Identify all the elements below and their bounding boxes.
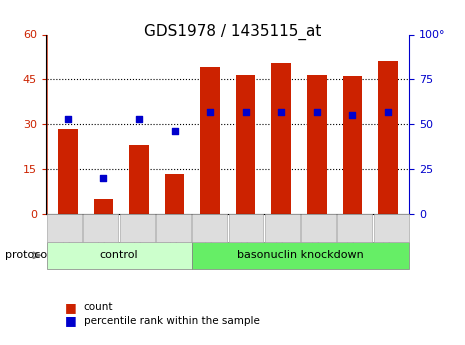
Text: ■: ■ <box>65 300 77 314</box>
Point <box>206 109 214 115</box>
Point <box>313 109 320 115</box>
Text: ■: ■ <box>65 314 77 327</box>
Bar <box>93 199 113 214</box>
Text: control: control <box>100 250 139 260</box>
Bar <box>200 67 220 214</box>
Text: GDS1978 / 1435115_at: GDS1978 / 1435115_at <box>144 24 321 40</box>
Bar <box>58 129 78 214</box>
Bar <box>236 75 255 214</box>
Point <box>135 116 143 121</box>
Point <box>384 109 392 115</box>
Text: count: count <box>84 302 113 312</box>
Point <box>349 112 356 118</box>
Text: basonuclin knockdown: basonuclin knockdown <box>237 250 364 260</box>
Point <box>278 109 285 115</box>
Bar <box>129 145 149 214</box>
Bar <box>307 75 326 214</box>
Point <box>64 116 72 121</box>
Text: percentile rank within the sample: percentile rank within the sample <box>84 316 259 326</box>
Bar <box>343 76 362 214</box>
Point <box>100 175 107 181</box>
Point <box>242 109 249 115</box>
Point <box>171 129 178 134</box>
Text: protocol: protocol <box>5 250 50 260</box>
Bar <box>272 63 291 214</box>
Bar <box>378 61 398 214</box>
Bar <box>165 174 184 214</box>
